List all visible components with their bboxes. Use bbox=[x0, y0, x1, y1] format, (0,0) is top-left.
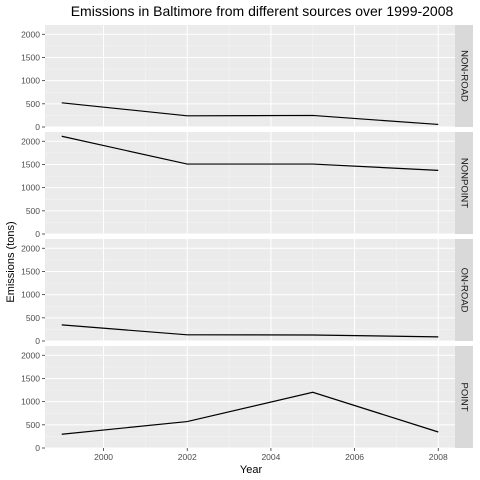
panel-background bbox=[45, 25, 455, 127]
x-axis: 2000 2002 2004 2006 2008 bbox=[94, 448, 448, 462]
facet-panel: 0 500 1000 1500 2000 ON-ROAD bbox=[21, 239, 473, 346]
y-tick-label: 0 bbox=[35, 443, 40, 453]
panel-background bbox=[45, 132, 455, 234]
x-axis-title: Year bbox=[240, 464, 263, 476]
x-tick-label: 2004 bbox=[261, 452, 280, 462]
facet-panel: 0 500 1000 1500 2000 NON-ROAD bbox=[21, 25, 473, 132]
facet-strip bbox=[455, 239, 473, 341]
series-line bbox=[61, 102, 439, 126]
y-tick-label: 0 bbox=[35, 336, 40, 346]
facet-strip bbox=[455, 25, 473, 127]
facet-strip-label: ON-ROAD bbox=[458, 268, 469, 313]
y-tick-label: 2000 bbox=[21, 29, 40, 39]
x-tick-label: 2006 bbox=[345, 452, 364, 462]
series-line bbox=[61, 135, 439, 171]
y-tick-label: 1000 bbox=[21, 76, 40, 86]
y-tick-label: 1000 bbox=[21, 290, 40, 300]
y-tick-label: 1500 bbox=[21, 52, 40, 62]
facet-strip bbox=[455, 346, 473, 448]
facet-panel: 0 500 1000 1500 2000 NONPOINT bbox=[21, 132, 473, 239]
x-tick-label: 2000 bbox=[94, 452, 113, 462]
facet-panels: 0 500 1000 1500 2000 NON-ROAD 0 500 1000 1500 2000… bbox=[21, 25, 473, 453]
y-tick-label: 2000 bbox=[21, 136, 40, 146]
facet-strip-label: POINT bbox=[458, 382, 469, 411]
y-tick-label: 1000 bbox=[21, 397, 40, 407]
facet-strip-label: NON-ROAD bbox=[458, 50, 469, 102]
y-tick-label: 1500 bbox=[21, 159, 40, 169]
y-tick-label: 0 bbox=[35, 229, 40, 239]
x-tick-label: 2008 bbox=[429, 452, 448, 462]
panel-background bbox=[45, 346, 455, 448]
series-line bbox=[61, 324, 439, 338]
y-tick-label: 2000 bbox=[21, 243, 40, 253]
facet-panel: 0 500 1000 1500 2000 POINT bbox=[21, 346, 473, 453]
y-tick-label: 2000 bbox=[21, 350, 40, 360]
y-tick-label: 500 bbox=[26, 99, 40, 109]
facet-strip bbox=[455, 132, 473, 234]
panel-background bbox=[45, 239, 455, 341]
y-tick-label: 0 bbox=[35, 122, 40, 132]
y-tick-label: 500 bbox=[26, 206, 40, 216]
y-tick-label: 500 bbox=[26, 313, 40, 323]
y-tick-label: 1000 bbox=[21, 183, 40, 193]
facet-strip-label: NONPOINT bbox=[458, 158, 469, 208]
y-tick-label: 1500 bbox=[21, 373, 40, 383]
chart-title: Emissions in Baltimore from different so… bbox=[71, 3, 454, 19]
series-line bbox=[61, 391, 439, 435]
y-tick-label: 1500 bbox=[21, 266, 40, 276]
y-tick-label: 500 bbox=[26, 420, 40, 430]
y-axis-title: Emissions (tons) bbox=[5, 221, 17, 302]
x-tick-label: 2002 bbox=[178, 452, 197, 462]
